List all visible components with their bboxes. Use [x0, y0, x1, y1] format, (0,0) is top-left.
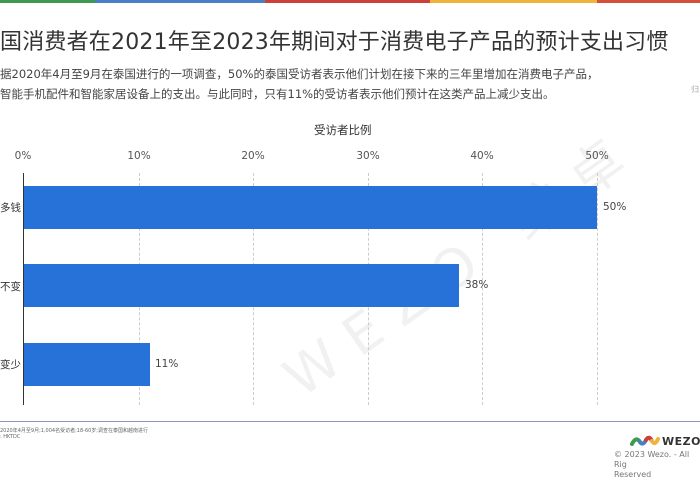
description-line-2: 智能手机配件和智能家居设备上的支出。与此同时，只有11%的受访者表示他们预计在这… [0, 87, 555, 101]
x-tick: 0% [14, 150, 32, 162]
bar-value-label: 50% [603, 201, 627, 213]
copyright-line-1: © 2023 Wezo. - All Rig [614, 450, 690, 469]
bar [24, 264, 459, 307]
stripe-orange [597, 0, 700, 3]
category-label: 不变 [0, 281, 21, 293]
copyright-line-2: Reserved [614, 470, 652, 479]
gridline [482, 173, 483, 405]
wezo-logo-icon [630, 435, 660, 446]
stripe-yellow [430, 0, 597, 3]
category-label: 变少 [0, 359, 21, 371]
stripe-blue [95, 0, 265, 3]
footnote-line-2: : HKTDC [0, 434, 21, 440]
bar-value-label: 11% [155, 358, 179, 370]
description: 据2020年4月至9月在泰国进行的一项调查，50%的泰国受访者表示他们计划在接下… [0, 64, 598, 104]
stripe-red [265, 0, 430, 3]
x-tick: 50% [585, 150, 609, 162]
page-title: 国消费者在2021年至2023年期间对于消费电子产品的预计支出习惯 [0, 30, 669, 55]
logo-text: WEZO [662, 434, 700, 448]
stripe-green [0, 0, 95, 3]
x-tick: 10% [127, 150, 151, 162]
top-color-stripe [0, 0, 700, 3]
copyright: © 2023 Wezo. - All Rig Reserved [614, 450, 700, 480]
bar [24, 343, 150, 386]
wezo-logo: WEZO [630, 434, 700, 448]
category-label: 多钱 [0, 202, 21, 214]
x-tick: 40% [470, 150, 494, 162]
bar [24, 186, 597, 229]
footer-divider [0, 421, 700, 422]
side-label: 归 [691, 85, 699, 94]
x-axis-title: 受访者比例 [314, 123, 372, 137]
bar-value-label: 38% [465, 279, 489, 291]
y-axis-line [23, 173, 24, 405]
gridline [597, 173, 598, 405]
x-tick: 30% [356, 150, 380, 162]
footnote-line-1: 2020年4月至9月;1,004名受访者;18-60岁;调查在泰国和越南进行 [0, 428, 148, 434]
footnote: 2020年4月至9月;1,004名受访者;18-60岁;调查在泰国和越南进行 :… [0, 428, 148, 440]
description-line-1: 据2020年4月至9月在泰国进行的一项调查，50%的泰国受访者表示他们计划在接下… [0, 67, 599, 81]
x-tick: 20% [241, 150, 265, 162]
